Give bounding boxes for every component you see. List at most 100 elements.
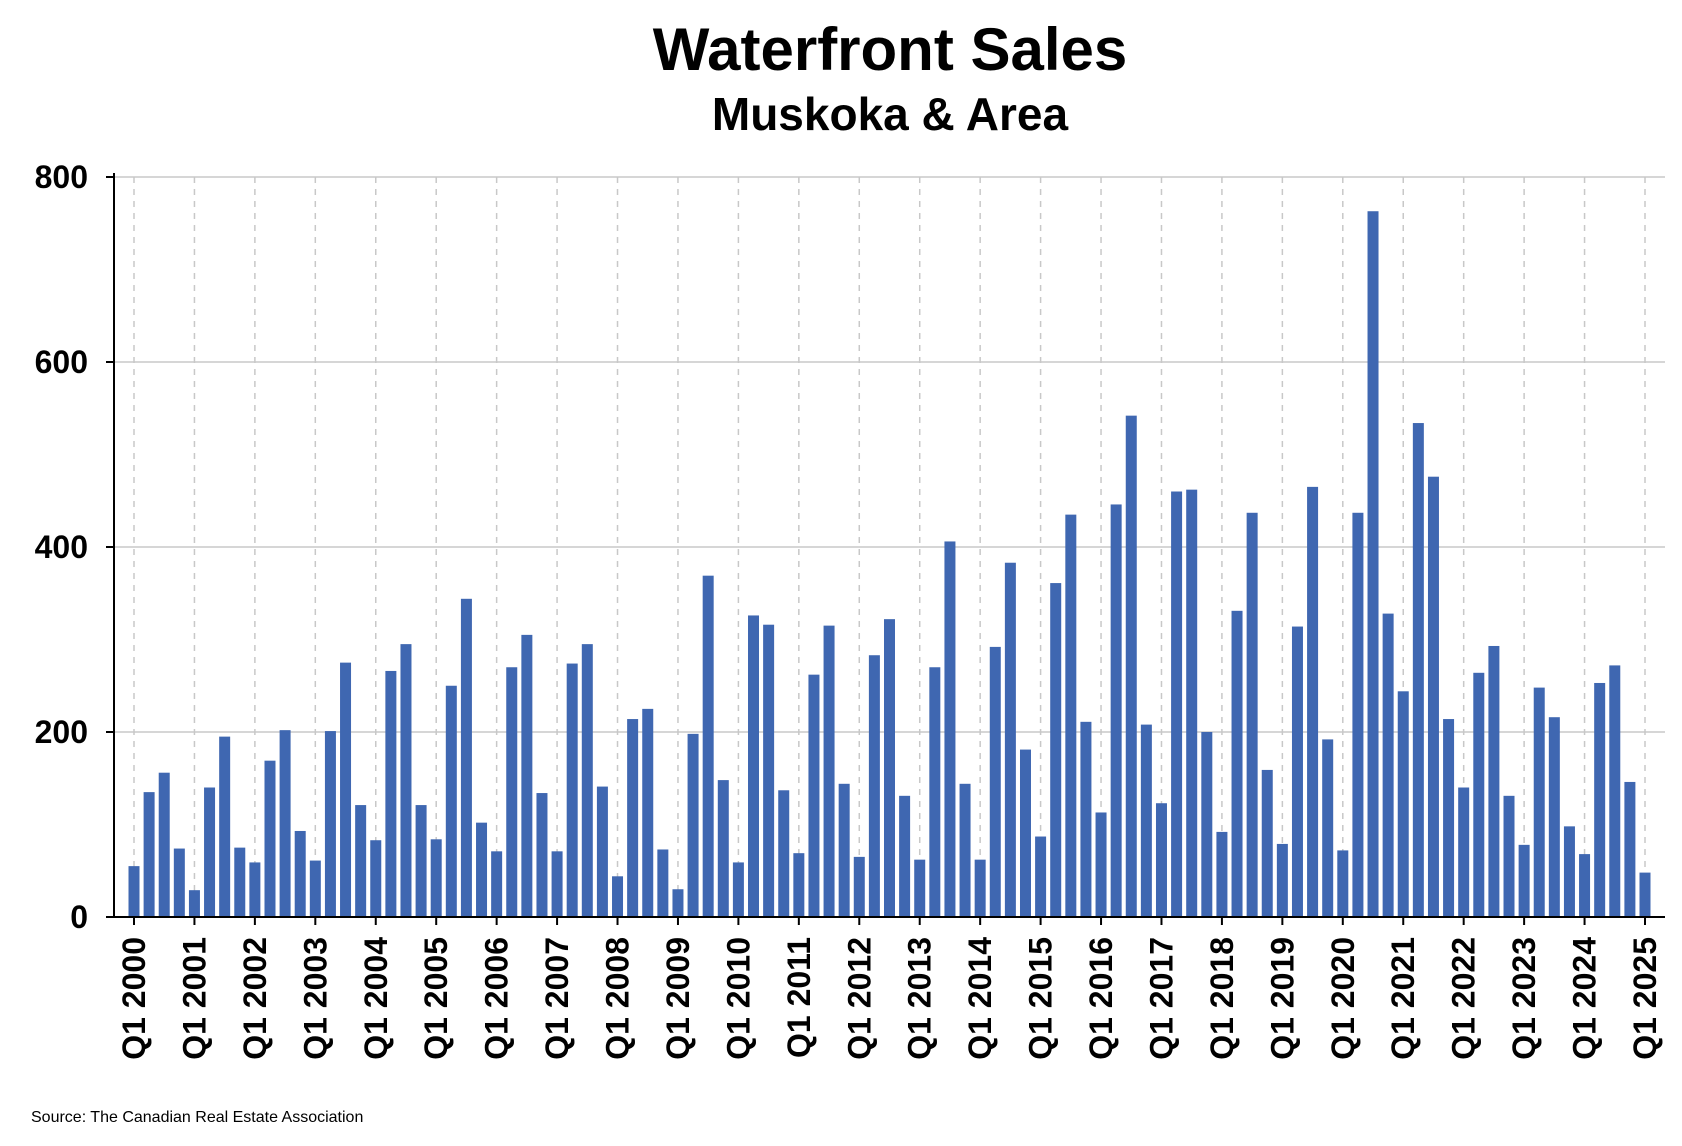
bar-q4-2019 bbox=[1322, 739, 1334, 917]
bar-q3-2017 bbox=[1186, 489, 1198, 917]
bar-q1-2015 bbox=[1035, 836, 1047, 917]
x-axis-ticks: Q1 2000 Q1 2001 Q1 2002 Q1 2003 Q1 2004 Q1 20… bbox=[116, 937, 1663, 1060]
bar-q2-2005 bbox=[445, 685, 457, 917]
bar-q3-2014 bbox=[1004, 562, 1016, 917]
bar-q1-2017 bbox=[1155, 803, 1167, 917]
bar-q1-2012 bbox=[853, 856, 865, 917]
bar-q1-2023 bbox=[1518, 844, 1530, 917]
bar-q4-2020 bbox=[1382, 613, 1394, 917]
x-tick-label: Q1 2024 bbox=[1567, 937, 1603, 1060]
bar-q1-2013 bbox=[914, 859, 926, 917]
bar-q4-2024 bbox=[1624, 781, 1636, 917]
bar-q1-2003 bbox=[309, 860, 321, 917]
y-tick-label: 200 bbox=[35, 714, 88, 750]
x-tick-label: Q1 2013 bbox=[902, 937, 938, 1060]
grid bbox=[114, 176, 1665, 917]
bar-q4-2011 bbox=[838, 783, 850, 917]
bar-q3-2010 bbox=[763, 624, 775, 917]
x-tick-label: Q1 2003 bbox=[297, 937, 333, 1060]
x-tick-label: Q1 2019 bbox=[1264, 937, 1300, 1060]
bar-q1-2024 bbox=[1579, 854, 1591, 917]
x-tick-label: Q1 2021 bbox=[1385, 937, 1421, 1060]
x-tick-label: Q1 2008 bbox=[600, 937, 636, 1060]
bar-q1-2004 bbox=[370, 840, 382, 917]
bar-q4-2005 bbox=[476, 822, 488, 917]
y-tick-label: 800 bbox=[35, 159, 88, 195]
bar-q3-2015 bbox=[1065, 514, 1077, 917]
bar-q2-2013 bbox=[929, 667, 941, 917]
bar-q2-2010 bbox=[748, 615, 760, 917]
bar-q2-2008 bbox=[627, 719, 639, 917]
bar-q4-2018 bbox=[1261, 769, 1273, 917]
axes bbox=[106, 173, 1665, 925]
bar-q1-2009 bbox=[672, 889, 684, 917]
bar-q2-2022 bbox=[1473, 672, 1485, 917]
y-axis-ticks: 0 200 400 600 800 bbox=[35, 159, 88, 935]
bar-q2-2014 bbox=[989, 646, 1001, 917]
x-tick-label: Q1 2000 bbox=[116, 937, 152, 1060]
x-tick-label: Q1 2011 bbox=[781, 937, 817, 1058]
bar-q3-2012 bbox=[884, 619, 895, 917]
bar-q3-2023 bbox=[1548, 717, 1560, 917]
x-tick-label: Q1 2010 bbox=[720, 937, 756, 1060]
x-tick-label: Q1 2018 bbox=[1204, 937, 1240, 1060]
bar-q4-2012 bbox=[899, 795, 911, 917]
bar-q4-2022 bbox=[1503, 795, 1515, 917]
x-tick-label: Q1 2001 bbox=[176, 937, 212, 1060]
bar-q1-2005 bbox=[430, 839, 442, 917]
bar-q2-2004 bbox=[385, 670, 397, 917]
bar-q4-2001 bbox=[234, 847, 246, 917]
x-tick-label: Q1 2005 bbox=[418, 937, 454, 1060]
bar-q2-2015 bbox=[1050, 583, 1062, 917]
bar-q4-2002 bbox=[294, 830, 306, 917]
bar-q2-2019 bbox=[1291, 626, 1303, 917]
bar-q2-2000 bbox=[143, 792, 155, 917]
bar-q3-2001 bbox=[219, 736, 231, 917]
bar-q2-2023 bbox=[1533, 687, 1545, 917]
bar-q3-2005 bbox=[460, 598, 472, 917]
bar-q1-2020 bbox=[1337, 850, 1349, 917]
bar-q1-2014 bbox=[974, 859, 986, 917]
bar-q2-2003 bbox=[324, 731, 336, 917]
bar-q4-2015 bbox=[1080, 721, 1092, 917]
bar-q1-2021 bbox=[1397, 691, 1409, 917]
bar-q2-2006 bbox=[506, 667, 518, 917]
bar-q2-2002 bbox=[264, 760, 276, 917]
bar-q3-2004 bbox=[400, 644, 412, 917]
bar-q2-2020 bbox=[1352, 512, 1364, 917]
bar-q3-2000 bbox=[158, 772, 170, 917]
bar-q4-2004 bbox=[415, 805, 427, 917]
bar-q2-2016 bbox=[1110, 504, 1122, 917]
x-tick-label: Q1 2012 bbox=[841, 937, 877, 1060]
x-tick-label: Q1 2020 bbox=[1325, 937, 1361, 1060]
x-tick-label: Q1 2007 bbox=[539, 937, 575, 1060]
bar-q1-2001 bbox=[188, 890, 200, 917]
bar-q3-2002 bbox=[279, 730, 291, 917]
bar-q4-2010 bbox=[778, 790, 790, 917]
bar-q1-2000 bbox=[128, 866, 140, 917]
y-tick-label: 0 bbox=[70, 899, 88, 935]
bar-q4-2021 bbox=[1443, 719, 1455, 917]
bar-q1-2018 bbox=[1216, 831, 1228, 917]
bar-q4-2009 bbox=[717, 780, 729, 917]
bar-q1-2010 bbox=[732, 862, 744, 917]
chart-title: Waterfront Sales bbox=[653, 16, 1128, 83]
x-tick-label: Q1 2025 bbox=[1627, 937, 1663, 1060]
bar-q1-2008 bbox=[612, 876, 624, 917]
bar-q3-2009 bbox=[702, 575, 714, 917]
bar-q1-2022 bbox=[1458, 787, 1470, 917]
x-tick-label: Q1 2014 bbox=[962, 937, 998, 1060]
bar-q4-2014 bbox=[1019, 749, 1031, 917]
bars bbox=[128, 211, 1651, 918]
x-tick-label: Q1 2022 bbox=[1446, 937, 1482, 1060]
bar-q2-2012 bbox=[868, 655, 880, 917]
x-tick-label: Q1 2002 bbox=[237, 937, 273, 1060]
x-tick-label: Q1 2004 bbox=[358, 937, 394, 1060]
bar-q3-2008 bbox=[642, 708, 654, 917]
bar-q2-2007 bbox=[566, 663, 578, 917]
bar-q1-2019 bbox=[1276, 843, 1288, 917]
bar-q4-2017 bbox=[1201, 732, 1213, 917]
bar-q2-2021 bbox=[1412, 423, 1424, 917]
bar-q1-2011 bbox=[793, 853, 805, 917]
